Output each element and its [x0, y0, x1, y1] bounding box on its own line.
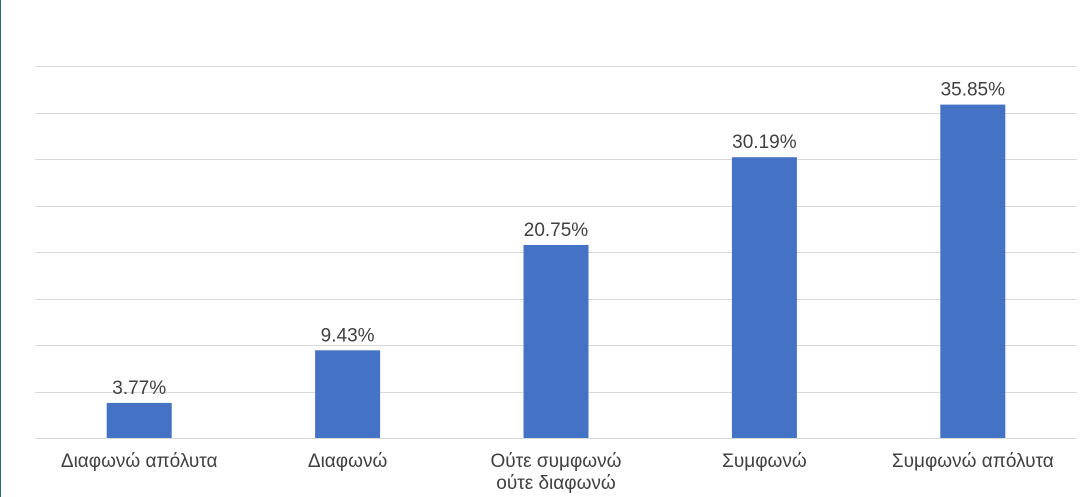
- bar: [940, 104, 1006, 438]
- x-tick-label-line: Διαφωνώ απόλυτα: [61, 451, 218, 472]
- data-labels: 3.77% 9.43% 20.75% 30.19% 35.85%: [112, 80, 1005, 399]
- data-label: 35.85%: [941, 80, 1006, 101]
- data-label: 9.43%: [321, 325, 375, 346]
- x-tick-label: Διαφωνώ: [308, 451, 388, 472]
- x-tick-label: Συμφωνώ: [722, 451, 807, 472]
- x-tick-label-line: Συμφωνώ απόλυτα: [892, 451, 1054, 472]
- data-label: 3.77%: [112, 378, 166, 399]
- bar: [731, 157, 797, 438]
- bar: [106, 402, 172, 438]
- x-axis-tick-labels: Διαφωνώ απόλυτα Διαφωνώ Ούτε συμφωνώ ούτε δ…: [61, 451, 1054, 494]
- x-tick-label-line: Διαφωνώ: [308, 451, 388, 472]
- x-tick-label-line: Συμφωνώ: [722, 451, 807, 472]
- x-tick-label: Συμφωνώ απόλυτα: [892, 451, 1054, 472]
- bar: [315, 350, 381, 438]
- bar: [523, 245, 589, 438]
- data-label: 20.75%: [524, 220, 589, 241]
- x-tick-label-line: ούτε διαφωνώ: [496, 473, 616, 494]
- bars: [106, 104, 1006, 438]
- x-tick-label-line: Ούτε συμφωνώ: [491, 451, 622, 472]
- x-tick-label: Ούτε συμφωνώ ούτε διαφωνώ: [491, 451, 622, 494]
- data-label: 30.19%: [732, 132, 797, 153]
- x-tick-label: Διαφωνώ απόλυτα: [61, 451, 218, 472]
